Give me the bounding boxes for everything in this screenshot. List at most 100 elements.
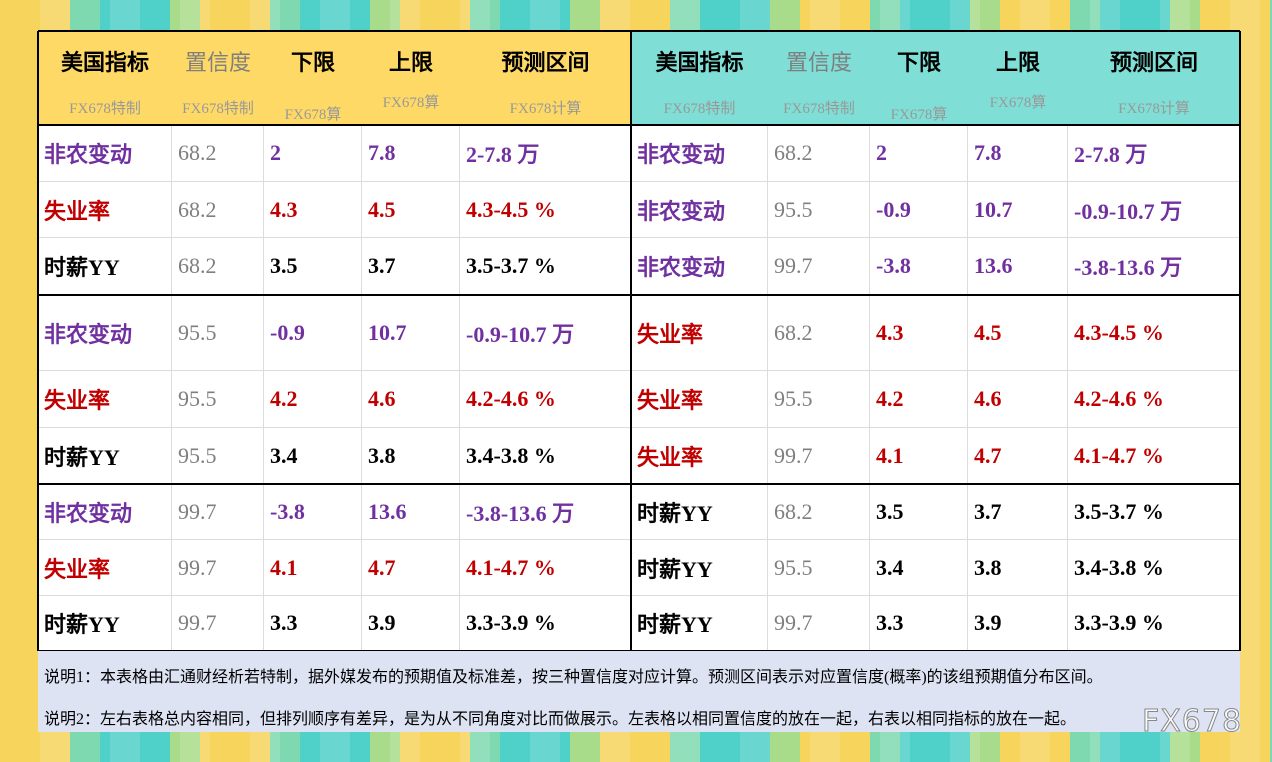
table-cell: 非农变动: [631, 238, 768, 295]
table-cell: 3.4: [870, 540, 968, 596]
table-cell: 13.6: [968, 238, 1068, 295]
table-cell: 95.5: [172, 428, 264, 484]
table-cell: 3.8: [362, 428, 460, 484]
table-cell: 4.3: [870, 295, 968, 371]
table-cell: 3.7: [968, 484, 1068, 540]
table-cell: 4.3-4.5 %: [460, 182, 631, 238]
table-cell: 2: [870, 125, 968, 182]
table-cell: 2-7.8 万: [460, 125, 631, 182]
header-cell: 美国指标: [60, 50, 149, 75]
border: [38, 124, 1240, 126]
subheader-cell: FX678特制: [69, 100, 141, 117]
table-cell: 4.7: [362, 540, 460, 596]
subheader-cell: FX678计算: [509, 100, 582, 117]
table-cell: 68.2: [172, 125, 264, 182]
header-cell: 置信度: [785, 50, 852, 75]
table-cell: 时薪YY: [631, 540, 768, 596]
border: [38, 483, 1240, 485]
table-cell: 非农变动: [38, 484, 172, 540]
subheader-cell: FX678特制: [783, 100, 855, 117]
table-cell: 99.7: [172, 596, 264, 651]
table-cell: -3.8: [870, 238, 968, 295]
table-cell: -0.9: [264, 295, 362, 371]
header-cell: 预测区间: [501, 50, 590, 75]
subheader-cell: FX678特制: [663, 100, 736, 117]
border: [630, 31, 632, 651]
subheader-cell: FX678特制: [182, 100, 254, 117]
table-cell: 时薪YY: [38, 238, 172, 295]
header-cell: 下限: [896, 50, 941, 75]
subheader-cell: FX678算: [989, 94, 1047, 111]
table-cell: 时薪YY: [38, 596, 172, 651]
table-cell: 4.3-4.5 %: [1068, 295, 1240, 371]
table-cell: 68.2: [768, 125, 870, 182]
table-cell: 3.3-3.9 %: [460, 596, 631, 651]
border: [38, 294, 1240, 296]
table-cell: 时薪YY: [631, 484, 768, 540]
table-cell: 4.1: [264, 540, 362, 596]
table-cell: 4.7: [968, 428, 1068, 484]
table-cell: 4.2: [264, 371, 362, 428]
table-cell: 4.5: [362, 182, 460, 238]
table-cell: 3.8: [968, 540, 1068, 596]
table-cell: 10.7: [362, 295, 460, 371]
table-cell: 4.1-4.7 %: [1068, 428, 1240, 484]
note: 说明2：左右表格总内容相同，但排列顺序有差异，是为从不同角度对比而做展示。左表格…: [44, 711, 1077, 728]
table-cell: 3.3: [264, 596, 362, 651]
header-bg: [38, 31, 631, 125]
table-cell: 失业率: [38, 182, 172, 238]
table-cell: 68.2: [172, 182, 264, 238]
table-cell: 68.2: [172, 238, 264, 295]
table-cell: 非农变动: [38, 295, 172, 371]
table-cell: 非农变动: [631, 182, 768, 238]
table-cell: 4.6: [362, 371, 460, 428]
table-cell: -0.9-10.7 万: [1068, 182, 1240, 238]
table-cell: 失业率: [631, 428, 768, 484]
table-cell: 3.3: [870, 596, 968, 651]
table-cell: 7.8: [968, 125, 1068, 182]
table-cell: 失业率: [38, 371, 172, 428]
table-cell: 4.2-4.6 %: [460, 371, 631, 428]
table-cell: 4.3: [264, 182, 362, 238]
header-cell: 下限: [290, 50, 335, 75]
border: [38, 30, 1240, 32]
table-cell: 95.5: [768, 371, 870, 428]
table-cell: 时薪YY: [38, 428, 172, 484]
table-cell: 99.7: [768, 238, 870, 295]
table-cell: 3.4: [264, 428, 362, 484]
table-cell: 7.8: [362, 125, 460, 182]
header-cell: 上限: [995, 50, 1040, 75]
table-cell: 失业率: [631, 295, 768, 371]
border: [37, 31, 39, 651]
table-cell: 3.5-3.7 %: [1068, 484, 1240, 540]
table-cell: 95.5: [172, 371, 264, 428]
table-cell: 99.7: [172, 484, 264, 540]
subheader-cell: FX678算: [382, 94, 440, 111]
sheet: 美国指标 FX678特制 置信度 FX678特制 下限 FX678算 上限 FX678算 预测区…: [37, 30, 1241, 652]
border: [1239, 31, 1241, 651]
table-cell: 95.5: [768, 182, 870, 238]
subheader-cell: FX678算: [284, 106, 342, 123]
table-cell: 95.5: [768, 540, 870, 596]
note: 说明1：本表格由汇通财经析若特制，据外媒发布的预期值及标准差，按三种置信度对应计…: [44, 669, 1103, 686]
subheader-cell: FX678计算: [1118, 100, 1190, 117]
table-cell: 10.7: [968, 182, 1068, 238]
table-cell: 4.1-4.7 %: [460, 540, 631, 596]
table-cell: 时薪YY: [631, 596, 768, 651]
table-cell: 2-7.8 万: [1068, 125, 1240, 182]
table-cell: 3.4-3.8 %: [1068, 540, 1240, 596]
notes: 说明1：本表格由汇通财经析若特制，据外媒发布的预期值及标准差，按三种置信度对应计…: [38, 651, 1240, 732]
table-cell: 3.5-3.7 %: [460, 238, 631, 295]
watermark: FX678: [1141, 704, 1243, 740]
table-cell: -0.9-10.7 万: [460, 295, 631, 371]
table-cell: 99.7: [172, 540, 264, 596]
table-cell: 3.5: [870, 484, 968, 540]
subheader-cell: FX678算: [890, 106, 948, 123]
table-cell: 99.7: [768, 428, 870, 484]
table-cell: 4.6: [968, 371, 1068, 428]
table-cell: 99.7: [768, 596, 870, 651]
table-cell: 3.4-3.8 %: [460, 428, 631, 484]
table-cell: 95.5: [172, 295, 264, 371]
table-cell: 3.9: [362, 596, 460, 651]
